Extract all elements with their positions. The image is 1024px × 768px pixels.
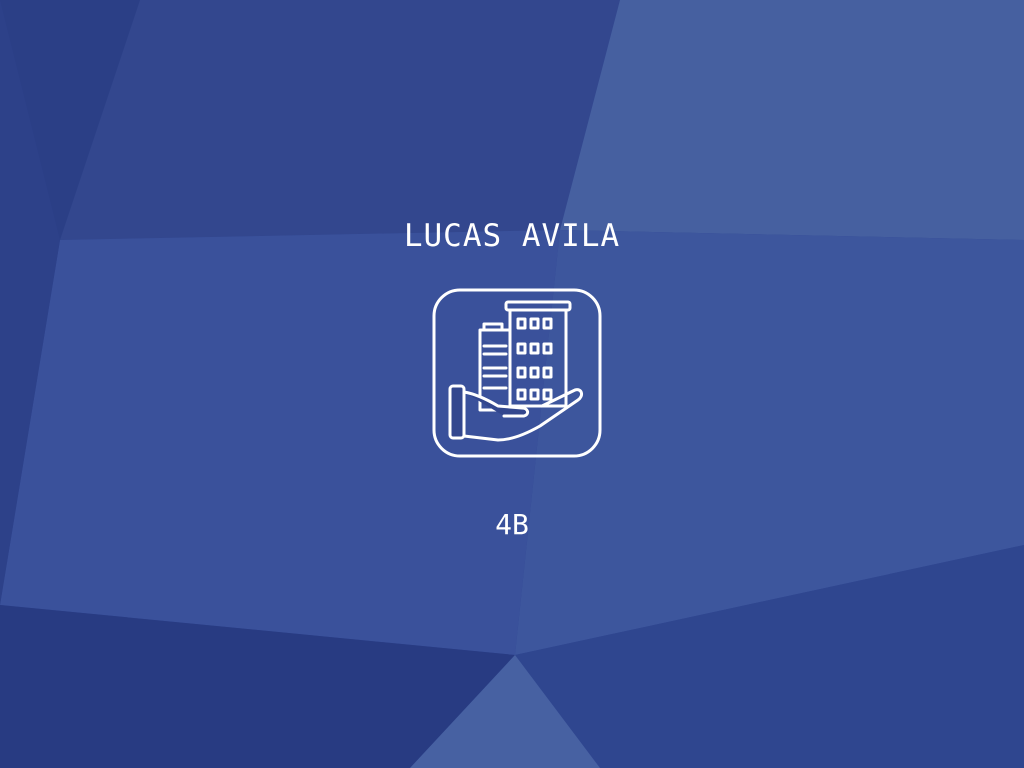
group-label: 4B [495,508,529,541]
building-in-hand-icon [432,288,602,458]
user-name-title: LUCAS AVILA [403,218,621,254]
